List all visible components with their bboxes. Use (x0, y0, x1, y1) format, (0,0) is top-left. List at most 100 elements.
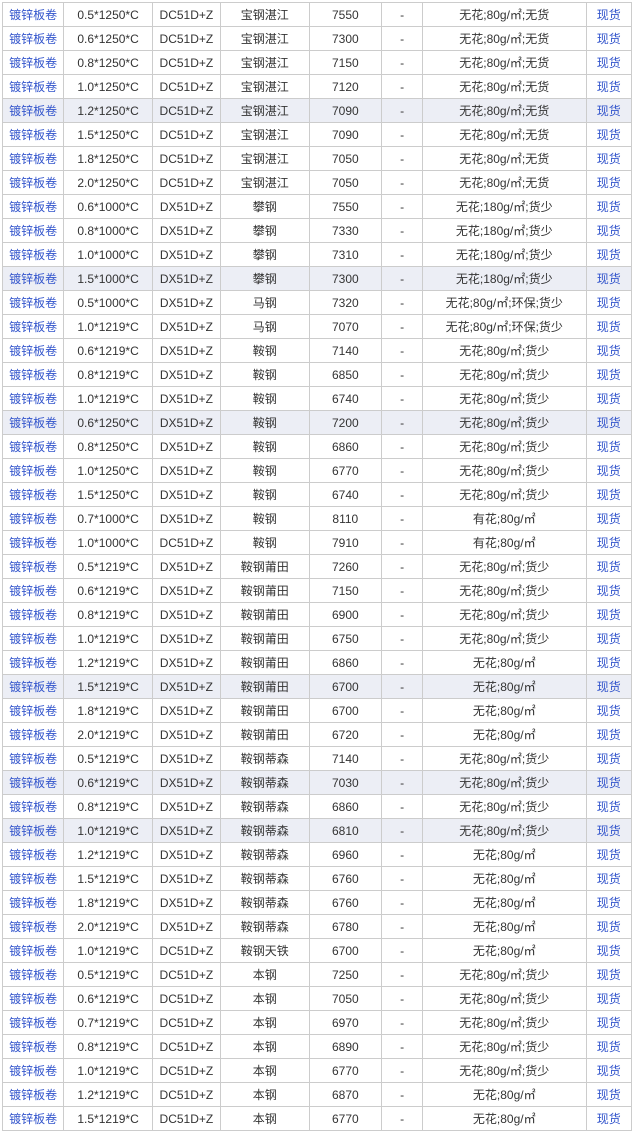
stock-status-link[interactable]: 现货 (586, 1083, 632, 1107)
product-name-link[interactable]: 镀锌板卷 (3, 987, 64, 1011)
stock-status-link[interactable]: 现货 (586, 3, 632, 27)
stock-status-link[interactable]: 现货 (586, 915, 632, 939)
stock-status-link[interactable]: 现货 (586, 963, 632, 987)
stock-status-link[interactable]: 现货 (586, 699, 632, 723)
stock-status-link[interactable]: 现货 (586, 387, 632, 411)
product-name-link[interactable]: 镀锌板卷 (3, 171, 64, 195)
stock-status-link[interactable]: 现货 (586, 459, 632, 483)
product-name-link[interactable]: 镀锌板卷 (3, 435, 64, 459)
stock-status-link[interactable]: 现货 (586, 483, 632, 507)
product-name-link[interactable]: 镀锌板卷 (3, 603, 64, 627)
table-cell: 1.5*1219*C (64, 867, 153, 891)
product-name-link[interactable]: 镀锌板卷 (3, 1083, 64, 1107)
stock-status-link[interactable]: 现货 (586, 147, 632, 171)
stock-status-link[interactable]: 现货 (586, 627, 632, 651)
product-name-link[interactable]: 镀锌板卷 (3, 291, 64, 315)
product-name-link[interactable]: 镀锌板卷 (3, 1107, 64, 1131)
product-name-link[interactable]: 镀锌板卷 (3, 219, 64, 243)
product-name-link[interactable]: 镀锌板卷 (3, 723, 64, 747)
product-name-link[interactable]: 镀锌板卷 (3, 867, 64, 891)
stock-status-link[interactable]: 现货 (586, 771, 632, 795)
table-cell: 无花;80g/㎡;货少 (423, 411, 586, 435)
product-name-link[interactable]: 镀锌板卷 (3, 963, 64, 987)
product-name-link[interactable]: 镀锌板卷 (3, 627, 64, 651)
product-name-link[interactable]: 镀锌板卷 (3, 795, 64, 819)
product-name-link[interactable]: 镀锌板卷 (3, 699, 64, 723)
product-name-link[interactable]: 镀锌板卷 (3, 1011, 64, 1035)
product-name-link[interactable]: 镀锌板卷 (3, 459, 64, 483)
stock-status-link[interactable]: 现货 (586, 651, 632, 675)
stock-status-link[interactable]: 现货 (586, 1011, 632, 1035)
stock-status-link[interactable]: 现货 (586, 315, 632, 339)
stock-status-link[interactable]: 现货 (586, 531, 632, 555)
stock-status-link[interactable]: 现货 (586, 435, 632, 459)
stock-status-link[interactable]: 现货 (586, 267, 632, 291)
stock-status-link[interactable]: 现货 (586, 987, 632, 1011)
product-name-link[interactable]: 镀锌板卷 (3, 123, 64, 147)
stock-status-link[interactable]: 现货 (586, 1059, 632, 1083)
stock-status-link[interactable]: 现货 (586, 555, 632, 579)
stock-status-link[interactable]: 现货 (586, 27, 632, 51)
product-name-link[interactable]: 镀锌板卷 (3, 75, 64, 99)
product-name-link[interactable]: 镀锌板卷 (3, 3, 64, 27)
product-name-link[interactable]: 镀锌板卷 (3, 195, 64, 219)
product-name-link[interactable]: 镀锌板卷 (3, 555, 64, 579)
stock-status-link[interactable]: 现货 (586, 411, 632, 435)
product-name-link[interactable]: 镀锌板卷 (3, 579, 64, 603)
product-name-link[interactable]: 镀锌板卷 (3, 387, 64, 411)
product-name-link[interactable]: 镀锌板卷 (3, 27, 64, 51)
stock-status-link[interactable]: 现货 (586, 939, 632, 963)
stock-status-link[interactable]: 现货 (586, 123, 632, 147)
product-name-link[interactable]: 镀锌板卷 (3, 891, 64, 915)
product-name-link[interactable]: 镀锌板卷 (3, 819, 64, 843)
stock-status-link[interactable]: 现货 (586, 867, 632, 891)
stock-status-link[interactable]: 现货 (586, 99, 632, 123)
product-name-link[interactable]: 镀锌板卷 (3, 99, 64, 123)
table-cell: - (382, 507, 423, 531)
product-name-link[interactable]: 镀锌板卷 (3, 147, 64, 171)
table-cell: 鞍钢 (220, 411, 309, 435)
stock-status-link[interactable]: 现货 (586, 819, 632, 843)
product-name-link[interactable]: 镀锌板卷 (3, 531, 64, 555)
stock-status-link[interactable]: 现货 (586, 603, 632, 627)
product-name-link[interactable]: 镀锌板卷 (3, 1059, 64, 1083)
stock-status-link[interactable]: 现货 (586, 171, 632, 195)
stock-status-link[interactable]: 现货 (586, 339, 632, 363)
product-name-link[interactable]: 镀锌板卷 (3, 651, 64, 675)
product-name-link[interactable]: 镀锌板卷 (3, 483, 64, 507)
product-name-link[interactable]: 镀锌板卷 (3, 1035, 64, 1059)
product-name-link[interactable]: 镀锌板卷 (3, 507, 64, 531)
product-name-link[interactable]: 镀锌板卷 (3, 771, 64, 795)
product-name-link[interactable]: 镀锌板卷 (3, 243, 64, 267)
stock-status-link[interactable]: 现货 (586, 75, 632, 99)
table-cell: 6770 (309, 1107, 382, 1131)
product-name-link[interactable]: 镀锌板卷 (3, 267, 64, 291)
product-name-link[interactable]: 镀锌板卷 (3, 363, 64, 387)
table-cell: 6740 (309, 387, 382, 411)
product-name-link[interactable]: 镀锌板卷 (3, 915, 64, 939)
stock-status-link[interactable]: 现货 (586, 363, 632, 387)
stock-status-link[interactable]: 现货 (586, 579, 632, 603)
stock-status-link[interactable]: 现货 (586, 675, 632, 699)
stock-status-link[interactable]: 现货 (586, 195, 632, 219)
product-name-link[interactable]: 镀锌板卷 (3, 675, 64, 699)
product-name-link[interactable]: 镀锌板卷 (3, 411, 64, 435)
stock-status-link[interactable]: 现货 (586, 1107, 632, 1131)
stock-status-link[interactable]: 现货 (586, 795, 632, 819)
product-name-link[interactable]: 镀锌板卷 (3, 315, 64, 339)
product-name-link[interactable]: 镀锌板卷 (3, 339, 64, 363)
product-name-link[interactable]: 镀锌板卷 (3, 747, 64, 771)
stock-status-link[interactable]: 现货 (586, 507, 632, 531)
stock-status-link[interactable]: 现货 (586, 891, 632, 915)
product-name-link[interactable]: 镀锌板卷 (3, 51, 64, 75)
stock-status-link[interactable]: 现货 (586, 219, 632, 243)
stock-status-link[interactable]: 现货 (586, 723, 632, 747)
stock-status-link[interactable]: 现货 (586, 291, 632, 315)
stock-status-link[interactable]: 现货 (586, 747, 632, 771)
stock-status-link[interactable]: 现货 (586, 843, 632, 867)
stock-status-link[interactable]: 现货 (586, 243, 632, 267)
product-name-link[interactable]: 镀锌板卷 (3, 843, 64, 867)
product-name-link[interactable]: 镀锌板卷 (3, 939, 64, 963)
stock-status-link[interactable]: 现货 (586, 1035, 632, 1059)
stock-status-link[interactable]: 现货 (586, 51, 632, 75)
